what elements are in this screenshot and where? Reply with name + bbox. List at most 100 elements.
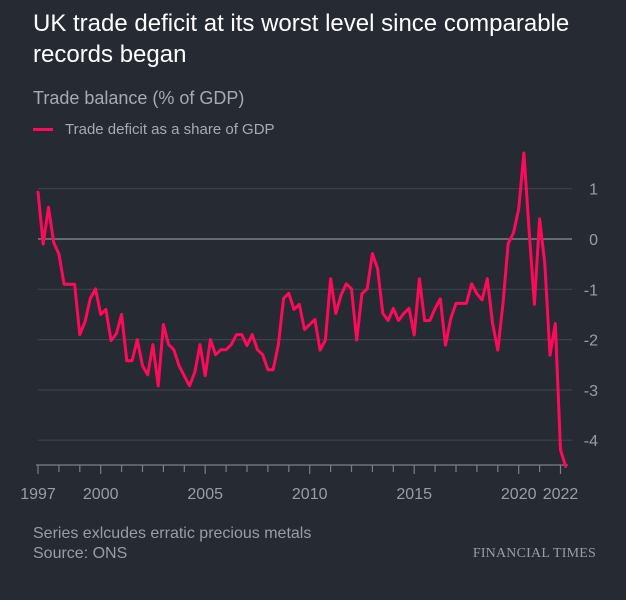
x-tick-label: 2000 [83, 486, 119, 503]
chart-subtitle: Trade balance (% of GDP) [33, 88, 245, 108]
footnote: Series exlcudes erratic precious metals [33, 525, 312, 542]
series-line [36, 151, 568, 468]
data-point [162, 323, 165, 326]
data-point [109, 339, 113, 342]
data-point [245, 344, 249, 347]
y-axis-labels: 1 0 -1 -2 -3 -4 [584, 182, 598, 451]
gridlines [38, 188, 572, 441]
data-point [559, 448, 562, 451]
data-point [444, 343, 447, 347]
data-point [303, 328, 306, 331]
data-point [527, 229, 531, 232]
chart-title: UK trade deficit at its worst level sinc… [33, 10, 570, 68]
data-point [115, 332, 118, 335]
data-point [282, 297, 285, 300]
data-point [381, 312, 385, 315]
y-tick-label: 0 [589, 232, 598, 249]
data-point [413, 333, 416, 337]
y-tick-label: -2 [584, 333, 598, 350]
data-point [512, 231, 515, 235]
data-point [130, 359, 134, 362]
x-tick-label: 2010 [292, 486, 328, 503]
data-point [141, 364, 144, 367]
y-tick-label: -3 [584, 383, 598, 400]
y-tick-label: 1 [589, 182, 598, 199]
data-point [486, 277, 489, 280]
y-tick-label: -1 [584, 282, 598, 299]
y-tick-label: -4 [584, 433, 598, 450]
data-point [73, 283, 76, 286]
data-point [177, 364, 181, 367]
data-point [365, 287, 369, 290]
data-point [449, 317, 452, 320]
data-point [355, 338, 358, 342]
data-point [313, 318, 317, 321]
data-point [68, 283, 71, 286]
data-point [78, 333, 82, 336]
data-point [188, 384, 191, 388]
data-point [271, 368, 275, 371]
data-point [224, 348, 228, 351]
financial-times-logo: FINANCIAL TIMES [472, 546, 596, 561]
footer-notes: Series exlcudes erratic precious metals … [33, 524, 311, 564]
data-point [480, 298, 484, 302]
data-point [235, 333, 238, 336]
data-point [292, 308, 296, 311]
data-point [538, 217, 541, 221]
data-point [52, 241, 55, 244]
data-point [167, 343, 170, 346]
data-point [517, 207, 520, 211]
data-point [146, 373, 149, 377]
x-axis [36, 464, 568, 474]
data-point [496, 348, 499, 352]
data-point [465, 302, 468, 305]
data-point [501, 302, 505, 305]
data-point [298, 303, 301, 306]
legend: Trade deficit as a share of GDP [33, 121, 275, 138]
data-point [543, 262, 547, 265]
data-point [266, 368, 270, 371]
data-point [318, 348, 322, 352]
data-point [287, 292, 290, 295]
data-point [104, 308, 108, 311]
x-axis-labels: 1997 2000 2005 2010 2015 2020 2022 [20, 486, 578, 503]
data-point [522, 151, 526, 155]
data-point [386, 319, 390, 322]
data-point [204, 374, 207, 378]
data-point [548, 353, 552, 357]
x-tick-label: 2022 [543, 486, 579, 503]
data-point [151, 343, 155, 346]
data-point [83, 320, 87, 324]
data-point [277, 343, 280, 346]
data-point [57, 252, 61, 256]
data-point [198, 343, 202, 346]
data-point [454, 302, 458, 305]
data-point [418, 277, 421, 280]
data-point [256, 348, 259, 351]
data-point [42, 242, 45, 246]
data-point [230, 343, 233, 346]
data-point [407, 307, 411, 310]
data-point [120, 313, 123, 316]
data-point [219, 348, 223, 351]
data-point [428, 319, 432, 322]
x-tick-label: 1997 [20, 486, 56, 503]
data-point [261, 353, 264, 356]
data-point [193, 371, 196, 374]
data-point [329, 277, 332, 280]
series-layer [36, 151, 568, 468]
data-point [360, 292, 364, 296]
data-point [251, 333, 254, 336]
data-point [507, 242, 510, 245]
data-point [62, 283, 66, 286]
data-point [334, 312, 338, 315]
data-point [156, 384, 160, 388]
data-point [397, 319, 400, 322]
data-point [240, 333, 243, 336]
data-point [183, 374, 186, 378]
data-point [94, 287, 97, 290]
data-point [392, 307, 395, 310]
legend-label: Trade deficit as a share of GDP [65, 121, 275, 138]
data-point [564, 465, 567, 468]
